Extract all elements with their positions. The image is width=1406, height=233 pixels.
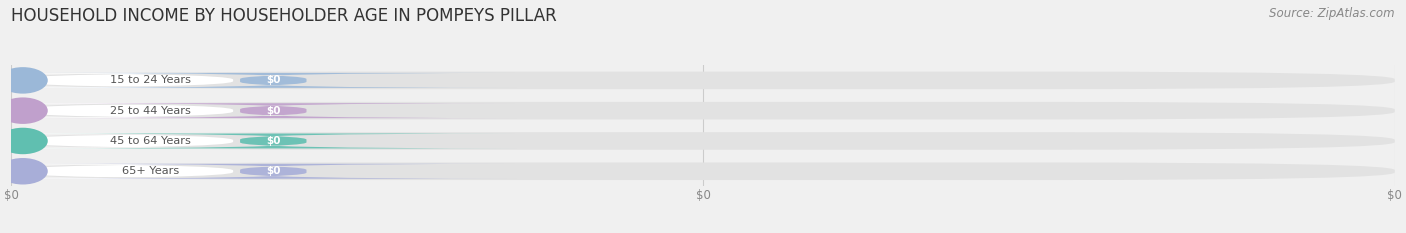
Ellipse shape <box>0 128 48 154</box>
Ellipse shape <box>0 97 48 124</box>
FancyBboxPatch shape <box>0 134 323 148</box>
Text: 65+ Years: 65+ Years <box>122 166 180 176</box>
FancyBboxPatch shape <box>11 72 1395 89</box>
Text: HOUSEHOLD INCOME BY HOUSEHOLDER AGE IN POMPEYS PILLAR: HOUSEHOLD INCOME BY HOUSEHOLDER AGE IN P… <box>11 7 557 25</box>
FancyBboxPatch shape <box>30 164 517 179</box>
FancyBboxPatch shape <box>11 162 1395 180</box>
Text: Source: ZipAtlas.com: Source: ZipAtlas.com <box>1270 7 1395 20</box>
FancyBboxPatch shape <box>30 73 517 88</box>
FancyBboxPatch shape <box>0 73 323 88</box>
Text: $0: $0 <box>266 136 281 146</box>
Text: 45 to 64 Years: 45 to 64 Years <box>111 136 191 146</box>
Text: 25 to 44 Years: 25 to 44 Years <box>111 106 191 116</box>
Text: 15 to 24 Years: 15 to 24 Years <box>110 75 191 85</box>
FancyBboxPatch shape <box>0 103 323 118</box>
Text: $0: $0 <box>266 106 281 116</box>
FancyBboxPatch shape <box>30 134 517 148</box>
Ellipse shape <box>0 158 48 185</box>
Ellipse shape <box>0 67 48 94</box>
FancyBboxPatch shape <box>30 103 517 118</box>
Text: $0: $0 <box>266 166 281 176</box>
Text: $0: $0 <box>266 75 281 85</box>
FancyBboxPatch shape <box>0 164 323 179</box>
FancyBboxPatch shape <box>11 102 1395 120</box>
FancyBboxPatch shape <box>11 132 1395 150</box>
